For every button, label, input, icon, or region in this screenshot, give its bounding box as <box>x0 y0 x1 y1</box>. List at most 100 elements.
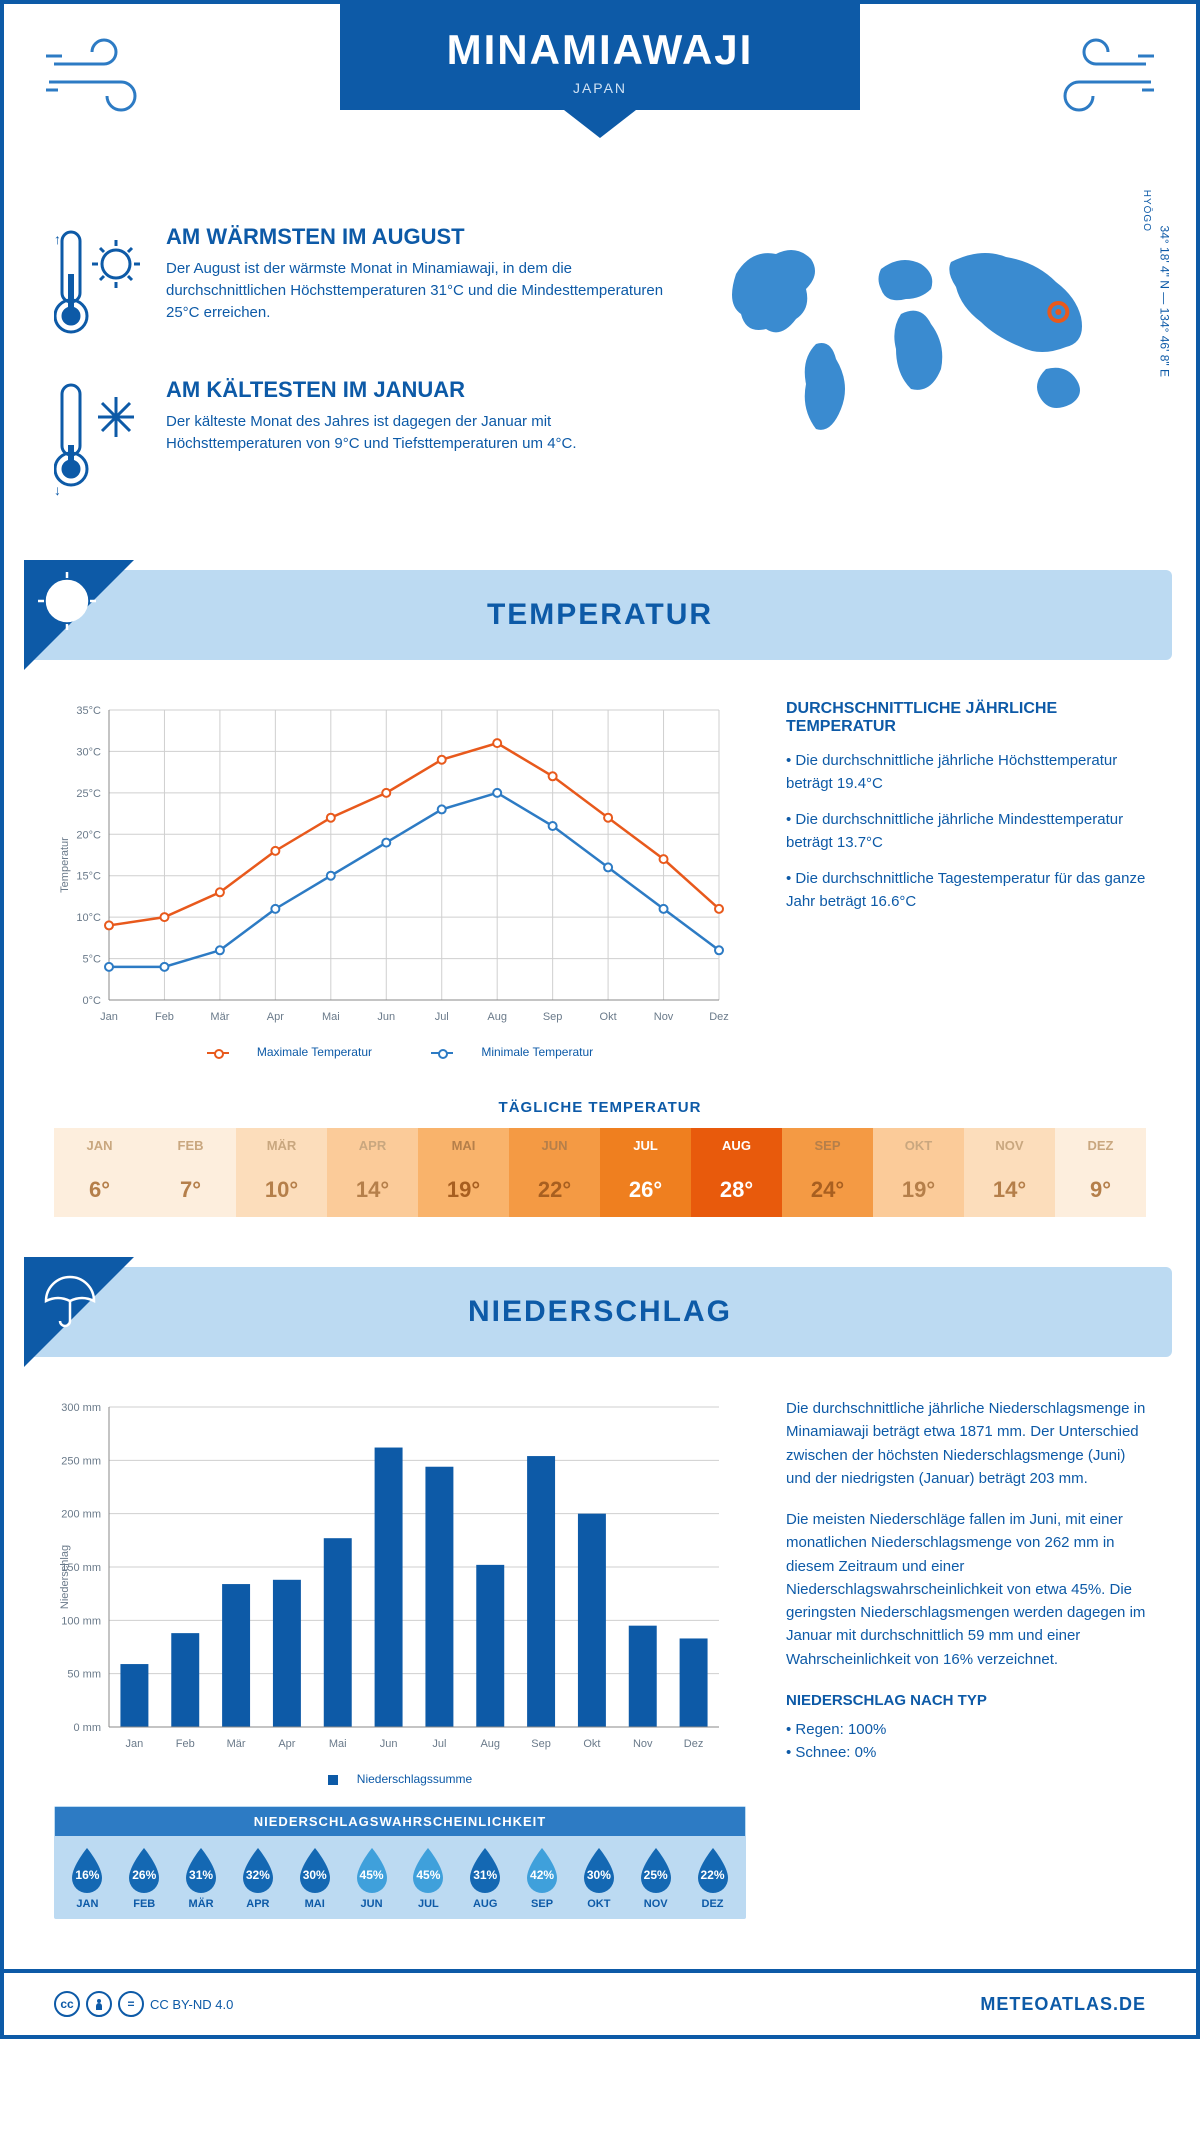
precip-content: 0 mm50 mm100 mm150 mm200 mm250 mm300 mmJ… <box>4 1367 1196 1939</box>
daily-temp-cell: JUN22° <box>509 1128 600 1217</box>
license: cc = CC BY-ND 4.0 <box>54 1991 233 2017</box>
svg-text:Jun: Jun <box>377 1011 395 1023</box>
world-map-svg <box>716 224 1126 444</box>
svg-text:100 mm: 100 mm <box>61 1615 101 1627</box>
svg-text:15°C: 15°C <box>76 871 101 883</box>
svg-text:Mai: Mai <box>329 1738 347 1750</box>
footer: cc = CC BY-ND 4.0 METEOATLAS.DE <box>4 1969 1196 2035</box>
precip-snow: • Schnee: 0% <box>786 1741 1146 1764</box>
prob-cell: 30% OKT <box>570 1846 627 1910</box>
svg-text:20°C: 20°C <box>76 829 101 841</box>
svg-text:50 mm: 50 mm <box>67 1669 101 1681</box>
svg-text:Jan: Jan <box>100 1011 118 1023</box>
prob-cell: 22% DEZ <box>684 1846 741 1910</box>
daily-temp-cell: JAN6° <box>54 1128 145 1217</box>
raindrop-icon: 26% <box>123 1846 165 1894</box>
intro-section: ↑ AM WÄRMSTEN IM AUGUST Der August ist d… <box>4 214 1196 560</box>
license-text: CC BY-ND 4.0 <box>150 1997 233 2012</box>
daily-temp-cell: MÄR10° <box>236 1128 327 1217</box>
raindrop-icon: 30% <box>578 1846 620 1894</box>
daily-temp-title: TÄGLICHE TEMPERATUR <box>4 1099 1196 1116</box>
svg-text:Okt: Okt <box>600 1011 617 1023</box>
coldest-title: AM KÄLTESTEN IM JANUAR <box>166 377 676 403</box>
svg-text:30°C: 30°C <box>76 746 101 758</box>
temperature-section-header: TEMPERATUR <box>28 570 1172 660</box>
daily-temp-cell: APR14° <box>327 1128 418 1217</box>
precip-probability-panel: NIEDERSCHLAGSWAHRSCHEINLICHKEIT 16% JAN … <box>54 1806 746 1919</box>
wind-icon <box>1036 34 1156 129</box>
infographic-page: MINAMIAWAJI JAPAN ↑ AM WÄRMSTEN IM AUGUS… <box>0 0 1200 2039</box>
svg-text:10°C: 10°C <box>76 912 101 924</box>
temperature-chart: 0°C5°C10°C15°C20°C25°C30°C35°CJanFebMärA… <box>54 700 746 1059</box>
temperature-legend: Maximale Temperatur Minimale Temperatur <box>54 1045 746 1059</box>
svg-text:35°C: 35°C <box>76 705 101 717</box>
raindrop-icon: 45% <box>407 1846 449 1894</box>
umbrella-icon <box>24 1257 144 1377</box>
svg-text:0°C: 0°C <box>83 995 102 1007</box>
svg-text:0 mm: 0 mm <box>74 1722 102 1734</box>
precip-heading: NIEDERSCHLAG <box>28 1295 1172 1329</box>
svg-text:Feb: Feb <box>155 1011 174 1023</box>
svg-text:25°C: 25°C <box>76 788 101 800</box>
avg-temp-b2: • Die durchschnittliche jährliche Mindes… <box>786 809 1146 854</box>
avg-temp-heading: DURCHSCHNITTLICHE JÄHRLICHE TEMPERATUR <box>786 700 1146 736</box>
precip-rain: • Regen: 100% <box>786 1718 1146 1741</box>
daily-temperature-table: JAN6°FEB7°MÄR10°APR14°MAI19°JUN22°JUL26°… <box>54 1128 1146 1217</box>
svg-text:Feb: Feb <box>176 1738 195 1750</box>
precip-chart: 0 mm50 mm100 mm150 mm200 mm250 mm300 mmJ… <box>54 1397 734 1757</box>
sun-icon <box>24 560 144 680</box>
header: MINAMIAWAJI JAPAN <box>4 4 1196 214</box>
prob-cell: 45% JUL <box>400 1846 457 1910</box>
thermometer-sun-icon: ↑ <box>54 224 144 349</box>
precip-section-header: NIEDERSCHLAG <box>28 1267 1172 1357</box>
country-subtitle: JAPAN <box>340 80 860 96</box>
raindrop-icon: 31% <box>180 1846 222 1894</box>
prob-cell: 32% APR <box>229 1846 286 1910</box>
precip-type-heading: NIEDERSCHLAG NACH TYP <box>786 1689 1146 1712</box>
svg-text:Jul: Jul <box>432 1738 446 1750</box>
svg-text:Nov: Nov <box>654 1011 674 1023</box>
precip-p2: Die meisten Niederschläge fallen im Juni… <box>786 1508 1146 1671</box>
banner-chevron-icon <box>564 110 636 138</box>
raindrop-icon: 42% <box>521 1846 563 1894</box>
cc-nd-icon: = <box>118 1991 144 2017</box>
daily-temp-cell: SEP24° <box>782 1128 873 1217</box>
svg-text:Okt: Okt <box>583 1738 600 1750</box>
world-map: HYŌGO 34° 18' 4" N — 134° 46' 8" E <box>716 224 1146 530</box>
title-banner: MINAMIAWAJI JAPAN <box>340 4 860 138</box>
svg-text:↑: ↑ <box>54 231 61 247</box>
raindrop-icon: 45% <box>351 1846 393 1894</box>
daily-temp-cell: DEZ9° <box>1055 1128 1146 1217</box>
svg-text:Dez: Dez <box>684 1738 704 1750</box>
raindrop-icon: 22% <box>692 1846 734 1894</box>
legend-min: Minimale Temperatur <box>481 1045 593 1059</box>
prob-cell: 25% NOV <box>627 1846 684 1910</box>
raindrop-icon: 16% <box>66 1846 108 1894</box>
prob-title: NIEDERSCHLAGSWAHRSCHEINLICHKEIT <box>55 1807 745 1836</box>
prob-cell: 16% JAN <box>59 1846 116 1910</box>
temperature-content: 0°C5°C10°C15°C20°C25°C30°C35°CJanFebMärA… <box>4 670 1196 1079</box>
prob-cell: 45% JUN <box>343 1846 400 1910</box>
svg-text:Apr: Apr <box>278 1738 295 1750</box>
svg-text:300 mm: 300 mm <box>61 1402 101 1414</box>
svg-text:200 mm: 200 mm <box>61 1509 101 1521</box>
raindrop-icon: 32% <box>237 1846 279 1894</box>
cc-by-icon <box>86 1991 112 2017</box>
region-label: HYŌGO <box>1141 190 1152 232</box>
coldest-text: Der kälteste Monat des Jahres ist dagege… <box>166 411 676 455</box>
prob-cell: 26% FEB <box>116 1846 173 1910</box>
prob-cell: 31% AUG <box>457 1846 514 1910</box>
prob-cell: 30% MAI <box>286 1846 343 1910</box>
svg-text:Mär: Mär <box>210 1011 229 1023</box>
temperature-aside: DURCHSCHNITTLICHE JÄHRLICHE TEMPERATUR •… <box>786 700 1146 1059</box>
warmest-fact: ↑ AM WÄRMSTEN IM AUGUST Der August ist d… <box>54 224 676 349</box>
prob-cell: 31% MÄR <box>173 1846 230 1910</box>
svg-text:5°C: 5°C <box>83 954 102 966</box>
raindrop-icon: 25% <box>635 1846 677 1894</box>
daily-temp-cell: FEB7° <box>145 1128 236 1217</box>
climate-facts: ↑ AM WÄRMSTEN IM AUGUST Der August ist d… <box>54 224 676 530</box>
warmest-title: AM WÄRMSTEN IM AUGUST <box>166 224 676 250</box>
daily-temp-cell: OKT19° <box>873 1128 964 1217</box>
svg-text:Mai: Mai <box>322 1011 340 1023</box>
svg-text:Aug: Aug <box>480 1738 500 1750</box>
